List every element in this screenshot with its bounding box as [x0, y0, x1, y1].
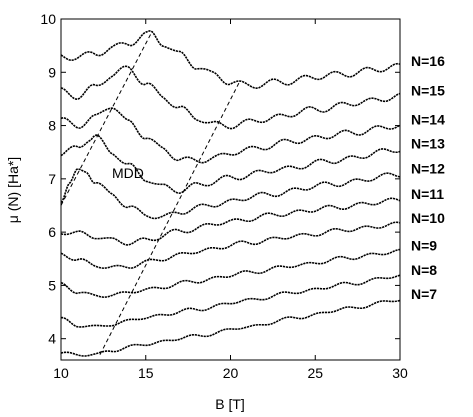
guide-line-0 [60, 33, 152, 206]
y-tick-label: 5 [48, 277, 56, 293]
series-line-N=15 [60, 65, 401, 130]
legend-entry-N=12: N=12 [411, 161, 445, 177]
legend-entry-N=9: N=9 [411, 237, 437, 253]
x-tick-label: 15 [138, 365, 154, 381]
series-line-N=7 [60, 299, 401, 357]
legend-entry-N=14: N=14 [411, 112, 445, 128]
y-tick-label: 10 [40, 11, 56, 27]
y-tick-label: 7 [48, 171, 56, 187]
x-tick-label: 10 [53, 365, 69, 381]
series-line-N=8 [60, 274, 401, 328]
series-group [60, 30, 401, 357]
plot-area [60, 18, 401, 361]
series-line-N=12 [60, 167, 401, 220]
x-tick-label: 25 [307, 365, 323, 381]
x-axis-label: B [T] [215, 396, 245, 412]
guide-lines [60, 33, 240, 355]
series-line-N=14 [60, 107, 401, 164]
legend-entry-N=8: N=8 [411, 262, 437, 278]
y-axis-label: μ (N) [Ha*] [5, 157, 21, 223]
y-tick-label: 9 [48, 64, 56, 80]
legend-entry-N=11: N=11 [411, 186, 444, 202]
legend-entry-N=13: N=13 [411, 136, 445, 152]
x-tick-label: 20 [223, 365, 239, 381]
legend-entry-N=16: N=16 [411, 53, 445, 69]
y-tick-label: 8 [48, 118, 56, 134]
series-line-N=9 [60, 248, 401, 298]
series-line-N=16 [60, 30, 401, 89]
mdd-annotation: MDD [112, 165, 144, 181]
series-line-N=13 [60, 134, 401, 194]
legend-entry-N=15: N=15 [411, 82, 445, 98]
legend-entry-N=7: N=7 [411, 286, 437, 302]
y-tick-label: 6 [48, 224, 56, 240]
x-tick-label: 30 [392, 365, 408, 381]
series-line-N=10 [60, 221, 401, 269]
legend-entry-N=10: N=10 [411, 210, 445, 226]
legend: N=7 N=8 N=9 N=10 N=11 N=12 N=13 N=14 N=15 N=16 [411, 53, 445, 302]
axis-ticks: 10 15 20 25 30 4 5 6 7 8 9 10 [40, 11, 408, 381]
guide-line-1 [99, 82, 240, 355]
series-line-N=11 [60, 197, 401, 246]
y-tick-label: 4 [48, 331, 56, 347]
